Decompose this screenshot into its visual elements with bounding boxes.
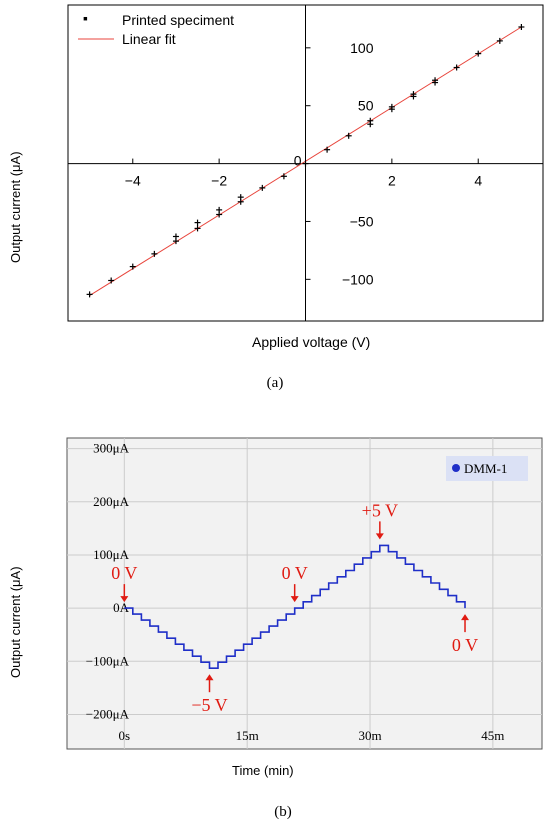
data-point xyxy=(172,238,179,245)
y-tick-label: −50 xyxy=(350,213,374,229)
y-tick-label: 300μA xyxy=(93,441,129,456)
chart-b-trace xyxy=(124,544,466,669)
chart-b-annotations: 0 V −5 V 0 V +5 V 0 V xyxy=(111,500,478,715)
voltage-annotation: −5 V xyxy=(191,674,228,715)
chart-a-points xyxy=(86,23,525,298)
annotation-arrow-head xyxy=(120,596,129,603)
annotation-arrow-head xyxy=(375,533,384,540)
y-tick-label: 50 xyxy=(358,98,374,114)
x-tick-label: 2 xyxy=(388,173,396,189)
data-point xyxy=(388,103,395,110)
chart-b-ticks: −200μA −100μA 0A 100μA 200μA 300μA 0s 15m 30m 45m xyxy=(86,441,505,743)
y-tick-label: 100μA xyxy=(93,547,129,562)
x-tick-label: 15m xyxy=(236,728,259,743)
legend-label-fit: Linear fit xyxy=(122,31,176,47)
legend-label-scatter: Printed speciment xyxy=(122,12,234,28)
annotation-label: 0 V xyxy=(111,563,137,583)
caption-a: (a) xyxy=(267,375,284,391)
y-tick-label: 0A xyxy=(113,600,130,615)
voltage-annotation: 0 V xyxy=(452,614,478,655)
x-tick-label: −2 xyxy=(211,173,227,189)
annotation-label: +5 V xyxy=(362,500,398,520)
chart-b: −200μA −100μA 0A 100μA 200μA 300μA 0s 15m 30m 45m… xyxy=(8,437,543,820)
data-point xyxy=(216,211,223,218)
data-point xyxy=(129,263,136,270)
x-tick-label: 4 xyxy=(474,173,482,189)
data-point xyxy=(108,277,115,284)
data-point xyxy=(280,173,287,180)
data-point xyxy=(432,77,439,84)
legend-label-dmm: DMM-1 xyxy=(464,461,507,476)
data-point xyxy=(194,225,201,232)
voltage-annotation: 0 V xyxy=(282,563,308,603)
data-point xyxy=(237,198,244,205)
y-tick-label: −200μA xyxy=(86,706,130,721)
annotation-arrow-head xyxy=(461,614,470,621)
chart-b-xlabel: Time (min) xyxy=(232,763,294,778)
origin-label: 0 xyxy=(294,153,302,169)
chart-a: −4 −2 2 4 0 −100 −50 50 100 ▪ Printed speciment … xyxy=(8,4,544,391)
data-point xyxy=(345,132,352,139)
y-tick-label: 100 xyxy=(350,40,374,56)
y-tick-label: −100μA xyxy=(86,653,130,668)
dmm-trace xyxy=(124,544,466,669)
data-point xyxy=(259,184,266,191)
data-point xyxy=(410,91,417,98)
chart-a-ticks: −4 −2 2 4 0 −100 −50 50 100 xyxy=(125,40,483,288)
data-point xyxy=(86,291,93,298)
chart-a-xlabel: Applied voltage (V) xyxy=(252,334,370,350)
x-tick-label: −4 xyxy=(125,173,141,189)
annotation-arrow-head xyxy=(205,674,214,681)
voltage-annotation: +5 V xyxy=(362,500,398,540)
data-point xyxy=(475,50,482,57)
chart-a-ylabel: Output current (μA) xyxy=(8,151,23,263)
chart-b-ylabel: Output current (μA) xyxy=(8,566,23,678)
voltage-annotation: 0 V xyxy=(111,563,137,603)
legend-marker-scatter: ▪ xyxy=(83,10,88,26)
x-tick-label: 30m xyxy=(358,728,381,743)
caption-b: (b) xyxy=(274,804,292,820)
chart-a-legend: ▪ Printed speciment Linear fit xyxy=(78,10,234,47)
data-point xyxy=(367,117,374,124)
x-tick-label: 45m xyxy=(481,728,504,743)
annotation-label: 0 V xyxy=(282,563,308,583)
legend-marker-dmm xyxy=(452,464,460,472)
y-tick-label: 200μA xyxy=(93,494,129,509)
x-tick-label: 0s xyxy=(119,728,131,743)
annotation-arrow-head xyxy=(290,596,299,603)
data-point xyxy=(151,250,158,257)
data-point xyxy=(453,64,460,71)
data-point xyxy=(194,219,201,226)
y-tick-label: −100 xyxy=(342,271,374,287)
annotation-label: −5 V xyxy=(191,695,227,715)
annotation-label: 0 V xyxy=(452,635,478,655)
data-point xyxy=(324,146,331,153)
chart-b-legend: DMM-1 xyxy=(446,456,528,481)
chart-b-frame xyxy=(66,437,543,750)
data-point xyxy=(518,23,525,30)
data-point xyxy=(302,160,309,167)
data-point xyxy=(496,37,503,44)
